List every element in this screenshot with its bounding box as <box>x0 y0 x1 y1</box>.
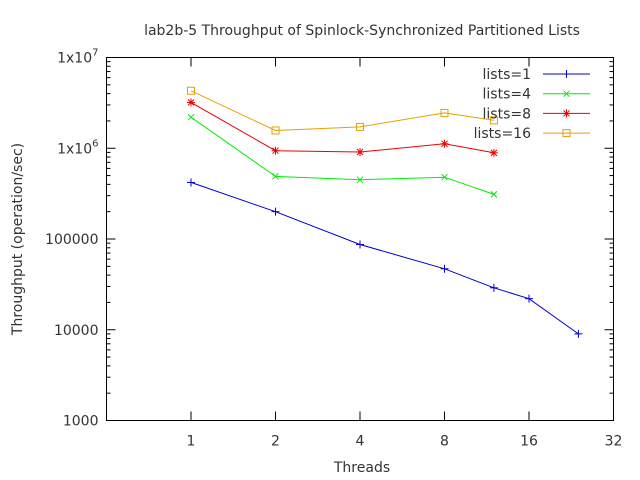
series-line-lists-1 <box>190 181 579 335</box>
series-line-lists-16 <box>190 90 494 132</box>
data-point-marker <box>271 146 280 155</box>
data-point-marker <box>187 178 195 187</box>
data-point-marker <box>356 240 364 249</box>
y-tick-label: 1x107 <box>57 48 98 67</box>
data-point-marker <box>271 126 280 135</box>
data-point-marker <box>441 173 448 181</box>
data-point-marker <box>440 264 449 273</box>
data-point-marker <box>440 139 449 148</box>
data-point-marker <box>490 191 498 198</box>
axis-ticks: 1 2 4 8 16 32 1000 10000 100000 1x106 1x107 <box>45 48 622 450</box>
data-point-marker <box>356 147 364 156</box>
legend: lists=1 lists=4 lists=8 lists=16 <box>474 67 590 142</box>
data-point-marker <box>525 294 533 303</box>
legend-label: lists=8 <box>483 106 532 122</box>
legend-label: lists=4 <box>483 87 532 103</box>
plot-frame <box>106 57 614 421</box>
data-point-marker <box>562 129 571 138</box>
data-point-marker <box>489 148 498 157</box>
data-point-marker <box>356 176 364 184</box>
y-tick-label: 1000 <box>63 414 99 430</box>
y-tick-label: 1x106 <box>57 138 98 157</box>
data-point-marker <box>489 283 498 292</box>
data-point-marker <box>187 113 195 121</box>
data-point-marker <box>563 90 570 98</box>
data-point-marker <box>440 108 449 117</box>
data-point-marker <box>562 109 571 118</box>
x-tick-label: 8 <box>440 434 449 450</box>
x-tick-label: 1 <box>187 434 196 450</box>
data-point-marker <box>271 207 280 216</box>
data-point-marker <box>489 116 498 125</box>
x-tick-label: 32 <box>605 434 623 450</box>
chart-title: lab2b-5 Throughput of Spinlock-Synchroni… <box>144 23 580 39</box>
legend-label: lists=16 <box>474 126 531 142</box>
x-tick-label: 4 <box>356 434 365 450</box>
legend-label: lists=1 <box>483 67 532 83</box>
data-point-marker <box>272 173 279 180</box>
x-tick-label: 16 <box>520 434 538 450</box>
x-axis-label: Threads <box>333 460 390 476</box>
series-layer <box>187 86 583 338</box>
data-point-marker <box>187 98 195 107</box>
data-point-marker <box>356 122 364 131</box>
y-tick-label: 10000 <box>54 323 99 339</box>
data-point-marker <box>187 86 195 95</box>
data-point-marker <box>574 329 583 338</box>
data-point-marker <box>562 70 571 78</box>
y-axis-label: Throughput (operation/sec) <box>10 143 26 336</box>
x-tick-label: 2 <box>271 434 280 450</box>
y-tick-label: 100000 <box>45 232 98 248</box>
